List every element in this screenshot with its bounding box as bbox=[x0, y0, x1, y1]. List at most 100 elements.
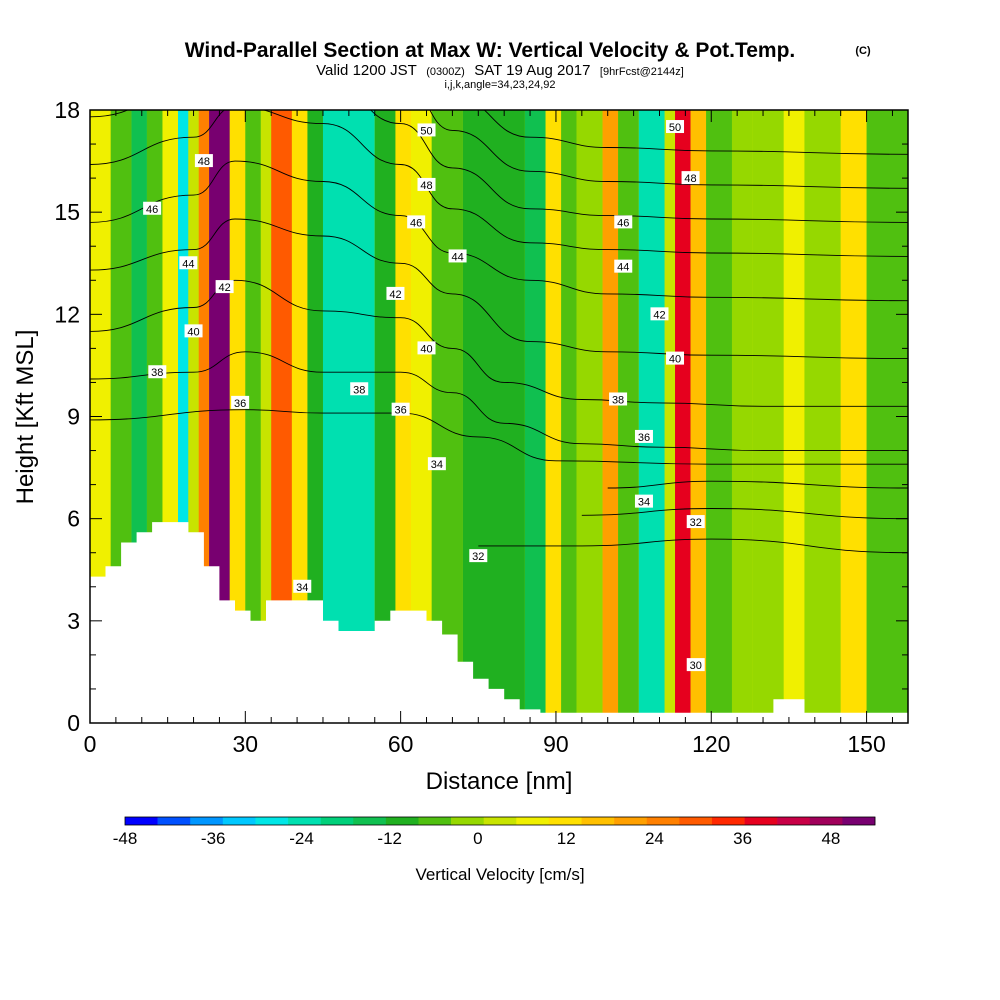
contour-label-text: 46 bbox=[617, 217, 629, 229]
contour-label-text: 44 bbox=[451, 251, 463, 263]
velocity-cell bbox=[229, 110, 246, 723]
contour-label-text: 46 bbox=[410, 217, 422, 229]
velocity-cell bbox=[690, 110, 707, 723]
isentrope-line bbox=[483, 110, 908, 155]
contour-label-text: 42 bbox=[218, 282, 230, 294]
subtitle-date: SAT 19 Aug 2017 bbox=[474, 62, 590, 79]
colorbar-swatch bbox=[418, 817, 452, 825]
contour-label: 34 bbox=[427, 457, 446, 471]
colorbar-swatch bbox=[288, 817, 321, 825]
colorbar-swatch bbox=[777, 817, 811, 825]
colorbar-swatch bbox=[157, 817, 191, 825]
contour-label-bg bbox=[417, 341, 436, 355]
contour-label-text: 36 bbox=[234, 398, 246, 410]
x-tick-label: 60 bbox=[388, 731, 414, 757]
contour-label-bg bbox=[143, 201, 162, 215]
velocity-cell bbox=[638, 110, 665, 723]
velocity-cell bbox=[307, 110, 323, 723]
contour-label-bg bbox=[634, 429, 653, 443]
contour-label: 36 bbox=[231, 395, 250, 410]
velocity-cell bbox=[706, 110, 732, 723]
contour-label-bg bbox=[417, 177, 436, 191]
contour-label-text: 42 bbox=[389, 289, 401, 301]
velocity-cell bbox=[602, 110, 619, 723]
colorbar-swatch bbox=[614, 817, 648, 825]
contour-label-text: 42 bbox=[653, 309, 665, 321]
chart-title: Wind-Parallel Section at Max W: Vertical… bbox=[185, 39, 796, 62]
contour-label-text: 40 bbox=[669, 354, 681, 366]
isentrope-lines bbox=[90, 110, 908, 554]
x-tick-label: 90 bbox=[543, 731, 569, 757]
contour-label: 46 bbox=[143, 201, 162, 216]
velocity-cell bbox=[840, 110, 867, 723]
contour-labels: 50 50 48 48 48 46 46 46 44 44 44 42 42 42 40 40 40 38 38 38… bbox=[143, 120, 705, 672]
isentrope-line bbox=[90, 110, 908, 257]
contour-label-bg bbox=[194, 154, 213, 168]
contour-label: 30 bbox=[686, 658, 705, 672]
velocity-cell bbox=[462, 110, 525, 723]
isentrope-line bbox=[581, 508, 908, 520]
y-tick-label: 12 bbox=[54, 301, 80, 327]
colorbar-title: Vertical Velocity [cm/s] bbox=[415, 865, 584, 884]
colorbar-tick-label: 36 bbox=[733, 829, 752, 848]
contour-label-bg bbox=[391, 402, 410, 416]
isentrope-line bbox=[90, 160, 908, 302]
contour-label-bg bbox=[148, 365, 167, 379]
velocity-cell bbox=[271, 110, 292, 723]
contour-label-text: 36 bbox=[638, 432, 650, 444]
chart-subtitle-indices: i,j,k,angle=34,23,24,92 bbox=[444, 79, 555, 91]
colorbar-swatch bbox=[190, 817, 224, 825]
contour-label-text: 48 bbox=[684, 173, 696, 185]
contour-label: 42 bbox=[386, 286, 405, 301]
velocity-field bbox=[90, 110, 908, 723]
contour-label-bg bbox=[407, 215, 426, 229]
contour-label-text: 36 bbox=[395, 405, 407, 417]
y-tick-label: 3 bbox=[67, 608, 80, 634]
contour-label-bg bbox=[293, 579, 312, 593]
colorbar-tick-labels: -48 -36 -24 -12 0 12 24 36 48 bbox=[113, 829, 841, 848]
colorbar-swatch bbox=[451, 817, 484, 825]
colorbar-tick-label: -12 bbox=[377, 829, 402, 848]
subtitle-utc: (0300Z) bbox=[426, 66, 465, 78]
x-tick-label: 120 bbox=[692, 731, 730, 757]
colorbar-swatch bbox=[385, 817, 419, 825]
contour-label: 34 bbox=[634, 494, 653, 509]
velocity-cell bbox=[752, 110, 784, 723]
contour-label-text: 32 bbox=[690, 517, 702, 529]
velocity-cell bbox=[291, 110, 308, 723]
isentrope-line bbox=[478, 538, 908, 554]
velocity-cell bbox=[618, 110, 639, 723]
contour-label: 42 bbox=[215, 280, 234, 294]
velocity-cell bbox=[675, 110, 691, 723]
contour-label-text: 50 bbox=[420, 125, 432, 137]
velocity-cell bbox=[524, 110, 546, 723]
contour-label-bg bbox=[686, 658, 705, 672]
colorbar-swatch bbox=[679, 817, 713, 825]
colorbar-tick-label: 0 bbox=[473, 829, 482, 848]
contour-label-text: 40 bbox=[187, 326, 199, 338]
velocity-cell bbox=[804, 110, 841, 723]
colorbar-swatch bbox=[711, 817, 745, 825]
y-tick-label: 0 bbox=[67, 710, 80, 736]
contour-label-bg bbox=[650, 307, 669, 321]
colorbar-tick-label: 24 bbox=[645, 829, 664, 848]
contour-label-text: 32 bbox=[472, 551, 484, 563]
contour-label: 34 bbox=[293, 579, 312, 594]
isentrope-line bbox=[90, 351, 908, 452]
velocity-cell bbox=[783, 110, 805, 723]
y-axis-label: Height [Kft MSL] bbox=[12, 330, 39, 505]
colorbar-swatch bbox=[646, 817, 680, 825]
isentrope-line bbox=[90, 218, 908, 360]
chart-title-mark: (C) bbox=[855, 45, 871, 57]
contour-label-bg bbox=[184, 324, 203, 338]
colorbar-swatch bbox=[842, 817, 876, 825]
contour-label-text: 46 bbox=[146, 204, 158, 216]
y-tick-label: 18 bbox=[54, 97, 80, 123]
contour-label-bg bbox=[666, 120, 685, 134]
contour-label-text: 38 bbox=[353, 384, 365, 396]
contour-label: 48 bbox=[417, 177, 436, 192]
velocity-cell bbox=[545, 110, 562, 723]
velocity-cell bbox=[731, 110, 753, 723]
contour-label-bg bbox=[666, 351, 685, 365]
contour-label-text: 48 bbox=[420, 180, 432, 192]
